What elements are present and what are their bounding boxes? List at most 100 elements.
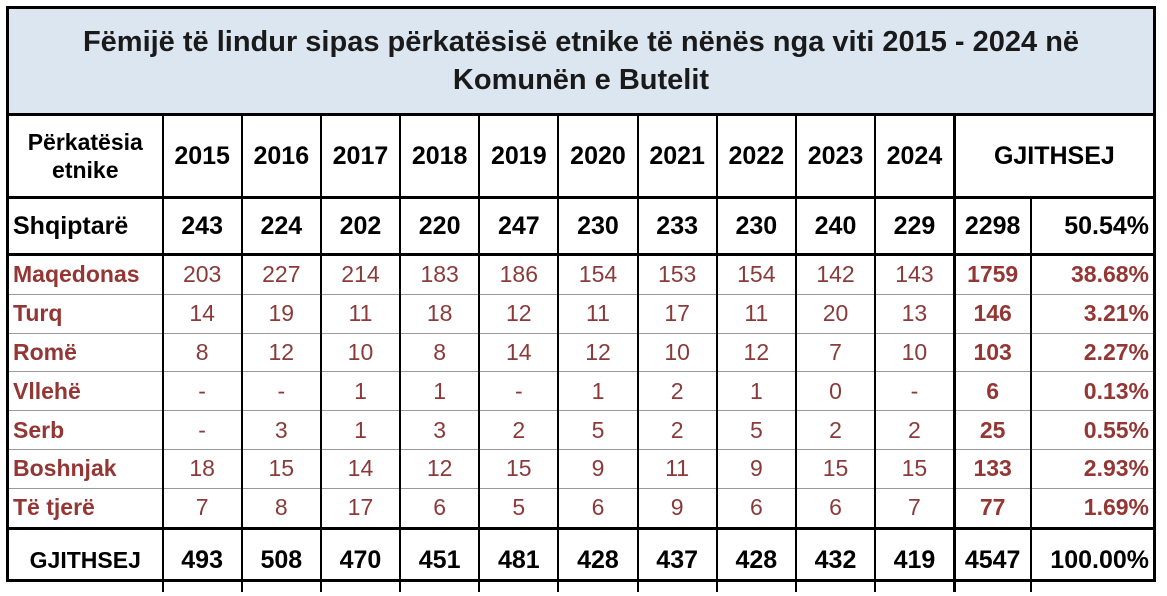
cell-value: 186 xyxy=(478,254,559,295)
cell-value: 243 xyxy=(161,197,242,256)
header-total: GJITHSEJ xyxy=(952,116,1153,199)
total-cell: 419 xyxy=(874,528,955,592)
row-percentage: 0.13% xyxy=(1029,371,1153,412)
cell-value: 19 xyxy=(240,294,321,334)
cell-value: 12 xyxy=(715,333,796,373)
header-ethnicity: Përkatësia etnike xyxy=(9,116,163,199)
table-row: Turq 14 19 11 18 12 11 17 11 20 13 146 3.21% xyxy=(9,294,1153,334)
cell-value: 3 xyxy=(240,410,321,450)
cell-value: 9 xyxy=(715,449,796,489)
header-year-2017: 2017 xyxy=(319,116,401,199)
cell-value: 6 xyxy=(557,488,638,530)
cell-value: 0 xyxy=(794,371,876,412)
row-label: Vllehë xyxy=(9,371,163,412)
cell-value: 18 xyxy=(399,294,480,334)
row-percentage: 0.55% xyxy=(1029,410,1153,450)
row-label: Turq xyxy=(9,294,163,334)
cell-value: 17 xyxy=(319,488,401,530)
header-year-2018: 2018 xyxy=(399,116,480,199)
row-percentage: 1.69% xyxy=(1029,488,1153,530)
row-label: Romë xyxy=(9,333,163,373)
cell-value: 13 xyxy=(874,294,955,334)
cell-value: 12 xyxy=(240,333,321,373)
cell-value: 6 xyxy=(794,488,876,530)
header-year-2015: 2015 xyxy=(161,116,242,199)
header-year-2020: 2020 xyxy=(557,116,638,199)
cell-value: 11 xyxy=(557,294,638,334)
table-row: Boshnjak 18 15 14 12 15 9 11 9 15 15 133 2.93% xyxy=(9,449,1153,489)
cell-value: 14 xyxy=(161,294,242,334)
cell-value: 10 xyxy=(319,333,401,373)
cell-value: 8 xyxy=(399,333,480,373)
total-cell: 470 xyxy=(319,528,401,592)
cell-value: 12 xyxy=(399,449,480,489)
cell-value: - xyxy=(161,371,242,412)
cell-value: 2 xyxy=(874,410,955,450)
cell-value: 6 xyxy=(715,488,796,530)
cell-value: 1 xyxy=(557,371,638,412)
cell-value: 183 xyxy=(399,254,480,295)
row-total: 2298 xyxy=(952,197,1031,256)
cell-value: 14 xyxy=(478,333,559,373)
header-ethnicity-line-1: Përkatësia xyxy=(27,129,143,155)
total-cell: 432 xyxy=(794,528,876,592)
total-cell: 428 xyxy=(557,528,638,592)
row-total: 103 xyxy=(952,333,1031,373)
table-row: Maqedonas 203 227 214 183 186 154 153 154 142 143 1… xyxy=(9,254,1153,295)
cell-value: 11 xyxy=(715,294,796,334)
cell-value: 203 xyxy=(161,254,242,295)
table-row: Vllehë - -1 1-1 2 1 0-6 0.13% xyxy=(9,371,1153,412)
row-label: Boshnjak xyxy=(9,449,163,489)
cell-value: 227 xyxy=(240,254,321,295)
cell-value: 153 xyxy=(636,254,717,295)
cell-value: 233 xyxy=(636,197,717,256)
cell-value: 10 xyxy=(636,333,717,373)
cell-value: 7 xyxy=(794,333,876,373)
title-line-2: Komunën e Butelit xyxy=(452,64,710,96)
cell-value: 142 xyxy=(794,254,876,295)
cell-value: 247 xyxy=(478,197,559,256)
row-label: Serb xyxy=(9,410,163,450)
cell-value: 9 xyxy=(557,449,638,489)
row-percentage: 3.21% xyxy=(1029,294,1153,334)
total-row: GJITHSEJ 493 508 470 451 481 428 437 428 432 419 45… xyxy=(9,528,1153,592)
total-cell: 451 xyxy=(399,528,480,592)
cell-value: 2 xyxy=(794,410,876,450)
cell-value: 230 xyxy=(557,197,638,256)
table-row: Romë 8 12 10 8 14 12 10 12 7 10 103 2.27% xyxy=(9,333,1153,373)
row-total: 25 xyxy=(952,410,1031,450)
row-total: 1759 xyxy=(952,254,1031,295)
total-cell: 493 xyxy=(161,528,242,592)
cell-value: 143 xyxy=(874,254,955,295)
cell-value: 5 xyxy=(557,410,638,450)
cell-value: 1 xyxy=(319,410,401,450)
cell-value: 11 xyxy=(319,294,401,334)
header-year-2019: 2019 xyxy=(478,116,559,199)
header-year-2021: 2021 xyxy=(636,116,717,199)
row-total: 77 xyxy=(952,488,1031,530)
grand-total-percentage: 100.00% xyxy=(1029,528,1153,592)
total-cell: 437 xyxy=(636,528,717,592)
table-row: Shqiptarë 243 224 202 220 247 230 233 230 240 229 2… xyxy=(9,197,1153,256)
grand-total: 4547 xyxy=(952,528,1031,592)
cell-value: 15 xyxy=(874,449,955,489)
total-cell: 481 xyxy=(478,528,559,592)
cell-value: 154 xyxy=(557,254,638,295)
cell-value: 214 xyxy=(319,254,401,295)
cell-value: 2 xyxy=(636,410,717,450)
total-cell: 508 xyxy=(240,528,321,592)
header-row: Përkatësia etnike 2015 2016 2017 2018 2019 20… xyxy=(9,116,1153,199)
cell-value: 224 xyxy=(240,197,321,256)
cell-value: 18 xyxy=(161,449,242,489)
title-line-1: Fëmijë të lindur sipas përkatësisë etnik… xyxy=(82,26,1080,58)
cell-value: 7 xyxy=(161,488,242,530)
cell-value: 154 xyxy=(715,254,796,295)
table-frame: Fëmijë të lindur sipas përkatësisë etnik… xyxy=(6,6,1156,592)
cell-value: 240 xyxy=(794,197,876,256)
table-title: Fëmijë të lindur sipas përkatësisë etnik… xyxy=(9,9,1153,116)
cell-value: 8 xyxy=(240,488,321,530)
cell-value: - xyxy=(240,371,321,412)
cell-value: 220 xyxy=(399,197,480,256)
cell-value: 10 xyxy=(874,333,955,373)
cell-value: 12 xyxy=(557,333,638,373)
